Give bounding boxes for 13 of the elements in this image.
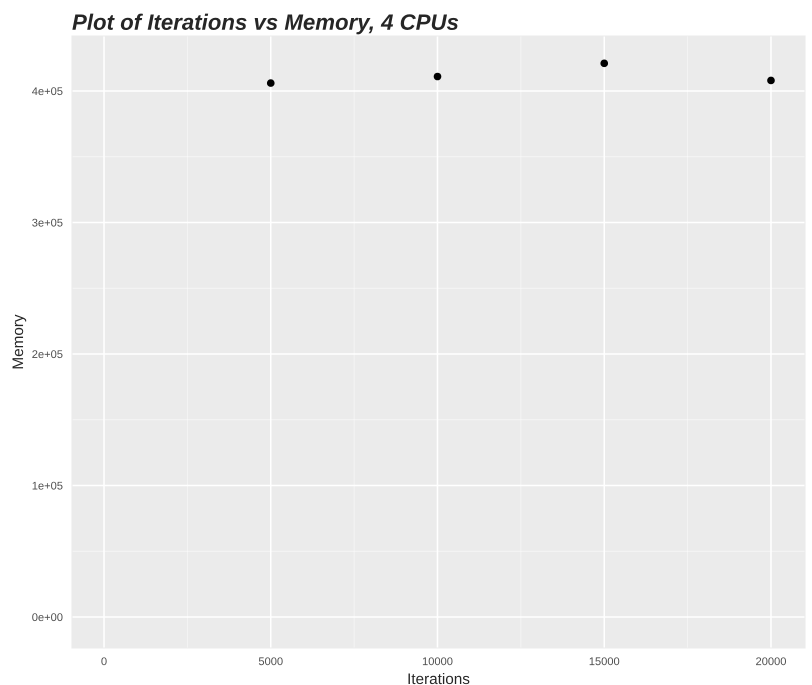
y-tick-label: 2e+05 xyxy=(32,350,63,358)
x-tick-label: 5000 xyxy=(258,657,283,666)
x-tick-label: 0 xyxy=(101,657,107,666)
x-axis-title: Iterations xyxy=(408,672,470,684)
y-tick-label: 1e+05 xyxy=(32,482,63,490)
y-tick-label: 4e+05 xyxy=(32,87,63,96)
x-tick-label: 10000 xyxy=(422,657,453,666)
chart-title: Plot of Iterations vs Memory, 4 CPUs xyxy=(72,14,458,34)
y-axis-title: Memory xyxy=(12,314,26,368)
y-tick-label: 3e+05 xyxy=(32,218,63,227)
x-tick-label: 20000 xyxy=(756,657,786,666)
x-tick-label: 15000 xyxy=(590,657,620,666)
y-tick-label: 0e+00 xyxy=(32,613,63,622)
